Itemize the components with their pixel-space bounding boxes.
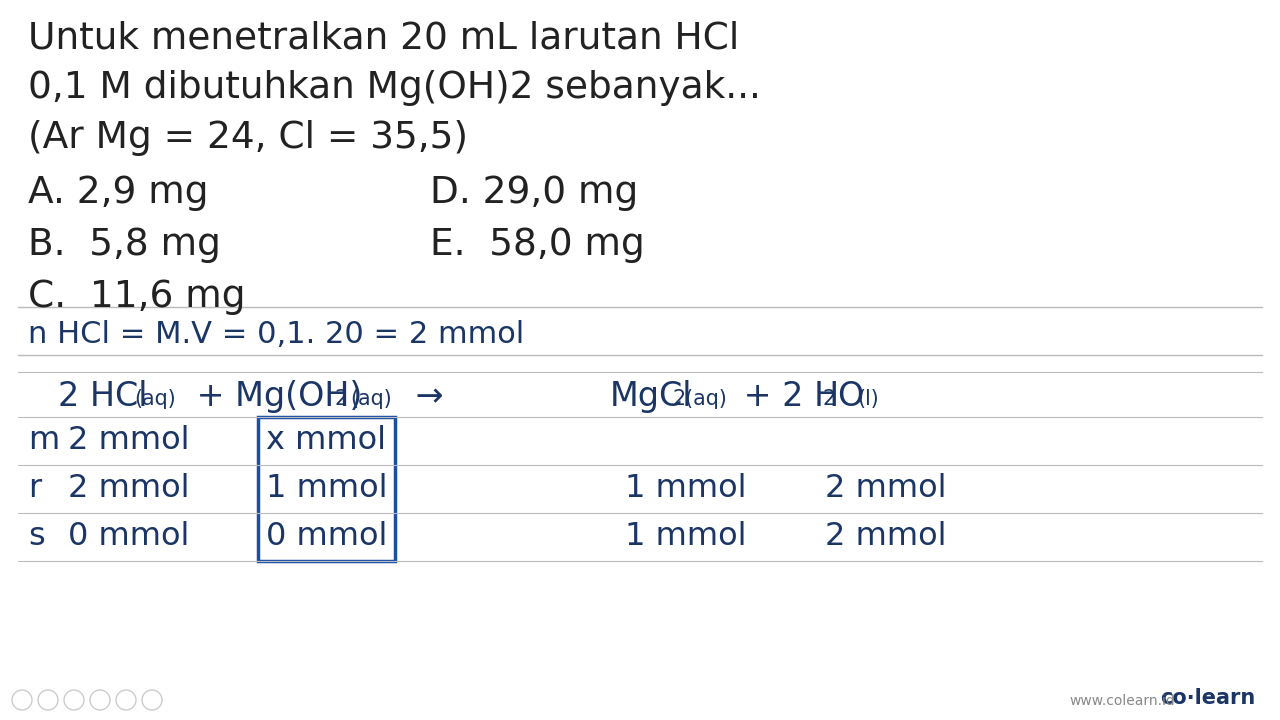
Text: C.  11,6 mg: C. 11,6 mg <box>28 279 246 315</box>
Text: n HCl = M.V = 0,1. 20 = 2 mmol: n HCl = M.V = 0,1. 20 = 2 mmol <box>28 320 525 349</box>
Text: B.  5,8 mg: B. 5,8 mg <box>28 227 221 263</box>
Text: 1 mmol: 1 mmol <box>625 521 746 552</box>
Text: →: → <box>404 380 444 413</box>
Text: 2 mmol: 2 mmol <box>68 425 189 456</box>
Text: + 2 H: + 2 H <box>733 380 840 413</box>
Text: 1 mmol: 1 mmol <box>625 473 746 504</box>
Text: (l): (l) <box>858 389 879 409</box>
Text: www.colearn.id: www.colearn.id <box>1069 694 1175 708</box>
Text: 2 mmol: 2 mmol <box>826 473 946 504</box>
Text: (aq): (aq) <box>349 389 392 409</box>
Text: O: O <box>837 380 863 413</box>
Text: 0 mmol: 0 mmol <box>68 521 189 552</box>
Text: Untuk menetralkan 20 mL larutan HCl: Untuk menetralkan 20 mL larutan HCl <box>28 20 740 56</box>
Text: E.  58,0 mg: E. 58,0 mg <box>430 227 645 263</box>
Text: 2: 2 <box>334 389 347 409</box>
Text: 0,1 M dibutuhkan Mg(OH)2 sebanyak...: 0,1 M dibutuhkan Mg(OH)2 sebanyak... <box>28 70 760 106</box>
Text: s: s <box>28 521 45 552</box>
Text: 2 HCl: 2 HCl <box>58 380 147 413</box>
Text: r: r <box>28 473 41 504</box>
Text: 0 mmol: 0 mmol <box>266 521 388 552</box>
Text: (aq): (aq) <box>134 389 175 409</box>
Text: co·learn: co·learn <box>1160 688 1254 708</box>
Bar <box>259 417 396 561</box>
Text: m: m <box>28 425 59 456</box>
Text: (Ar Mg = 24, Cl = 35,5): (Ar Mg = 24, Cl = 35,5) <box>28 120 468 156</box>
Text: D. 29,0 mg: D. 29,0 mg <box>430 175 639 211</box>
Text: A. 2,9 mg: A. 2,9 mg <box>28 175 209 211</box>
Text: MgCl: MgCl <box>611 380 692 413</box>
Text: 2(aq): 2(aq) <box>673 389 728 409</box>
Text: 1 mmol: 1 mmol <box>266 473 388 504</box>
Text: 2 mmol: 2 mmol <box>68 473 189 504</box>
Text: + Mg(OH): + Mg(OH) <box>186 380 362 413</box>
Text: 2: 2 <box>823 389 836 409</box>
Text: x mmol: x mmol <box>266 425 387 456</box>
Text: 2 mmol: 2 mmol <box>826 521 946 552</box>
